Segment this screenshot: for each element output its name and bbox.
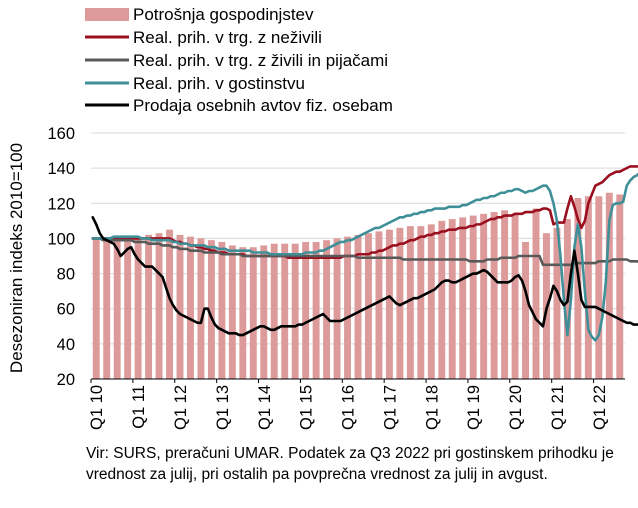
bar	[260, 245, 268, 379]
x-tick-label: Q1 10	[88, 385, 106, 430]
line-series-3	[91, 216, 638, 337]
x-tick-label: Q1 14	[256, 385, 274, 430]
bar	[616, 194, 624, 379]
y-tick-label: 140	[47, 160, 75, 178]
bar	[333, 238, 341, 379]
x-tick-label: Q1 16	[340, 385, 358, 430]
bar	[417, 226, 425, 379]
x-tick-label: Q1 13	[214, 385, 232, 430]
bar	[385, 229, 393, 379]
bar	[187, 236, 194, 379]
bar	[124, 238, 132, 379]
bar	[427, 224, 435, 379]
x-tick-label: Q1 18	[423, 385, 441, 430]
y-axis-label: Desezoniran indeks 2010=100	[7, 143, 26, 373]
legend-label-gostinstvo: Real. prih. v gostinstvu	[133, 74, 305, 93]
x-tick-label: Q1 22	[591, 385, 609, 430]
y-tick-label: 20	[57, 371, 75, 389]
line-series-2	[91, 172, 638, 342]
bar	[92, 238, 100, 379]
bar	[438, 220, 446, 379]
legend-label-nezivila: Real. prih. v trg. z neživili	[133, 28, 322, 47]
legend: Potrošnja gospodinjstev Real. prih. v tr…	[85, 5, 393, 115]
x-tick-labels: Q1 10 Q1 11 Q1 12 Q1 13 Q1 14 Q1 15 Q1 16 Q1 17…	[88, 385, 609, 430]
bar	[197, 238, 205, 379]
bar	[584, 196, 592, 379]
bar	[218, 241, 226, 379]
bar	[239, 247, 247, 379]
bar	[459, 217, 467, 379]
y-tick-label: 160	[47, 125, 75, 143]
y-tick-label: 60	[57, 301, 75, 319]
y-tick-label: 120	[47, 195, 75, 213]
bar	[344, 236, 351, 379]
bar	[595, 196, 603, 379]
source-note: Vir: SURS, preračuni UMAR. Podatek za Q3…	[86, 445, 614, 483]
legend-label-avti: Prodaja osebnih avtov fiz. osebam	[133, 96, 393, 115]
bar	[323, 240, 331, 379]
bar	[448, 219, 456, 379]
x-tick-label: Q1 12	[172, 385, 190, 430]
axes	[90, 378, 625, 383]
x-tick-label: Q1 20	[507, 385, 525, 430]
bar-series-potrosnja	[92, 192, 624, 379]
bar	[469, 215, 477, 379]
y-tick-label: 40	[57, 336, 75, 354]
y-tick-labels: 20 40 60 80 100 120 140 160	[47, 125, 75, 389]
bar	[145, 234, 153, 379]
bar	[103, 238, 111, 379]
bar	[501, 210, 509, 379]
bar	[270, 243, 278, 379]
bar	[176, 234, 184, 379]
bar	[511, 213, 519, 379]
legend-label-potrosnja: Potrošnja gospodinjstev	[133, 5, 314, 24]
bar	[113, 236, 121, 379]
line-series	[91, 165, 638, 342]
bar	[375, 231, 383, 379]
bar	[281, 243, 289, 379]
bar	[155, 233, 163, 379]
bar	[522, 241, 529, 379]
x-tick-label: Q1 21	[549, 385, 567, 430]
bar	[532, 208, 540, 379]
bar	[228, 245, 236, 379]
bar	[249, 247, 257, 379]
bar	[490, 212, 498, 379]
bar	[406, 226, 414, 379]
chart: Potrošnja gospodinjstev Real. prih. v tr…	[7, 5, 638, 430]
bar	[574, 198, 582, 379]
y-tick-label: 80	[57, 266, 75, 284]
bar	[605, 192, 613, 379]
line-series-1	[91, 237, 638, 267]
bar	[302, 241, 310, 379]
y-tick-label: 100	[47, 230, 75, 248]
bar	[553, 227, 561, 379]
bar	[396, 227, 404, 379]
bar	[354, 234, 362, 379]
bar	[207, 240, 215, 379]
bar	[166, 229, 173, 379]
x-tick-label: Q1 19	[465, 385, 483, 430]
x-tick-label: Q1 17	[381, 385, 399, 430]
x-tick-label: Q1 15	[298, 385, 316, 430]
x-tick-label: Q1 11	[130, 385, 148, 429]
bar	[312, 241, 320, 379]
legend-label-zivila: Real. prih. v trg. z živili in pijačami	[133, 51, 388, 70]
legend-swatch-potrosnja	[85, 8, 129, 21]
bar	[480, 213, 488, 379]
bar	[291, 243, 299, 379]
bar	[134, 236, 142, 379]
